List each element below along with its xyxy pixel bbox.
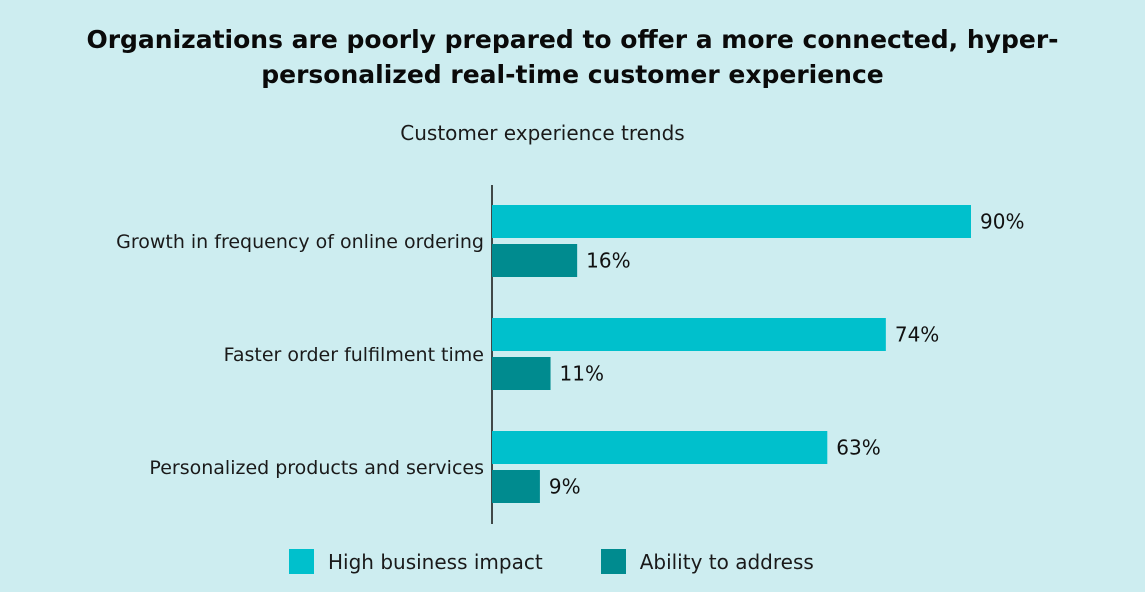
data-label: 90% bbox=[980, 210, 1024, 234]
data-label: 63% bbox=[836, 436, 880, 460]
bar-high-business-impact bbox=[492, 318, 886, 351]
legend-item-ability-to-address: Ability to address bbox=[600, 549, 814, 574]
legend-label: High business impact bbox=[328, 549, 543, 574]
legend-item-high-business-impact: High business impact bbox=[289, 549, 543, 574]
data-label: 9% bbox=[549, 475, 581, 499]
category-label: Personalized products and services bbox=[149, 457, 484, 479]
data-label: 11% bbox=[560, 362, 604, 386]
bar-ability-to-address bbox=[492, 244, 578, 277]
legend-swatch-ability-to-address bbox=[600, 549, 626, 574]
chart-title-line-2: personalized real-time customer experien… bbox=[261, 60, 884, 89]
bar-ability-to-address bbox=[492, 357, 551, 390]
legend-label: Ability to address bbox=[639, 549, 814, 574]
bar-ability-to-address bbox=[492, 470, 540, 503]
data-label: 74% bbox=[895, 323, 939, 347]
data-label: 16% bbox=[586, 249, 630, 273]
legend: High business impact Ability to address bbox=[289, 549, 872, 574]
category-label: Growth in frequency of online ordering bbox=[116, 231, 484, 253]
category-label: Faster order fulfilment time bbox=[224, 344, 484, 366]
legend-swatch-high-business-impact bbox=[289, 549, 314, 574]
chart-subtitle: Customer experience trends bbox=[400, 121, 685, 145]
bar-high-business-impact bbox=[492, 431, 828, 464]
chart-title-line-1: Organizations are poorly prepared to off… bbox=[86, 25, 1059, 54]
bar-high-business-impact bbox=[492, 205, 971, 238]
chart-title: Organizations are poorly prepared to off… bbox=[0, 22, 1145, 92]
